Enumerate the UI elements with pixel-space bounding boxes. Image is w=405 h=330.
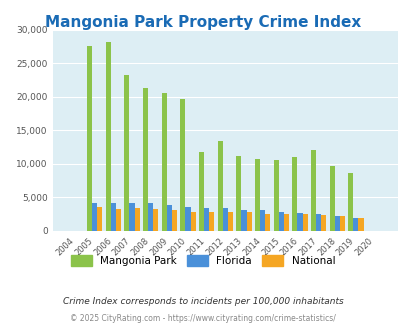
Bar	[153, 209, 158, 231]
Bar	[204, 208, 209, 231]
Bar	[106, 42, 111, 231]
Text: Mangonia Park Property Crime Index: Mangonia Park Property Crime Index	[45, 15, 360, 30]
Bar	[273, 160, 278, 231]
Bar	[329, 166, 334, 231]
Bar	[260, 210, 264, 231]
Bar	[236, 156, 241, 231]
Bar	[217, 141, 222, 231]
Bar	[171, 210, 177, 231]
Bar	[353, 217, 358, 231]
Legend: Mangonia Park, Florida, National: Mangonia Park, Florida, National	[66, 251, 339, 270]
Bar	[185, 207, 190, 231]
Bar	[209, 212, 214, 231]
Text: Crime Index corresponds to incidents per 100,000 inhabitants: Crime Index corresponds to incidents per…	[62, 297, 343, 306]
Bar	[92, 204, 97, 231]
Bar	[310, 150, 315, 231]
Bar	[148, 204, 153, 231]
Bar	[166, 205, 171, 231]
Bar	[297, 213, 302, 231]
Bar	[180, 99, 185, 231]
Bar	[246, 212, 251, 231]
Bar	[124, 75, 129, 231]
Bar	[334, 215, 339, 231]
Bar	[315, 214, 320, 231]
Bar	[143, 88, 148, 231]
Bar	[161, 93, 166, 231]
Bar	[190, 212, 195, 231]
Bar	[302, 214, 307, 231]
Text: © 2025 CityRating.com - https://www.cityrating.com/crime-statistics/: © 2025 CityRating.com - https://www.city…	[70, 314, 335, 323]
Bar	[241, 210, 246, 231]
Bar	[278, 212, 283, 231]
Bar	[339, 216, 344, 231]
Bar	[111, 204, 115, 231]
Bar	[97, 207, 102, 231]
Bar	[198, 152, 204, 231]
Bar	[134, 208, 139, 231]
Bar	[87, 47, 92, 231]
Bar	[115, 209, 121, 231]
Bar	[264, 214, 270, 231]
Bar	[320, 215, 325, 231]
Bar	[292, 157, 297, 231]
Bar	[129, 203, 134, 231]
Bar	[283, 214, 288, 231]
Bar	[254, 158, 260, 231]
Bar	[222, 208, 227, 231]
Bar	[227, 212, 232, 231]
Bar	[358, 217, 362, 231]
Bar	[347, 173, 353, 231]
